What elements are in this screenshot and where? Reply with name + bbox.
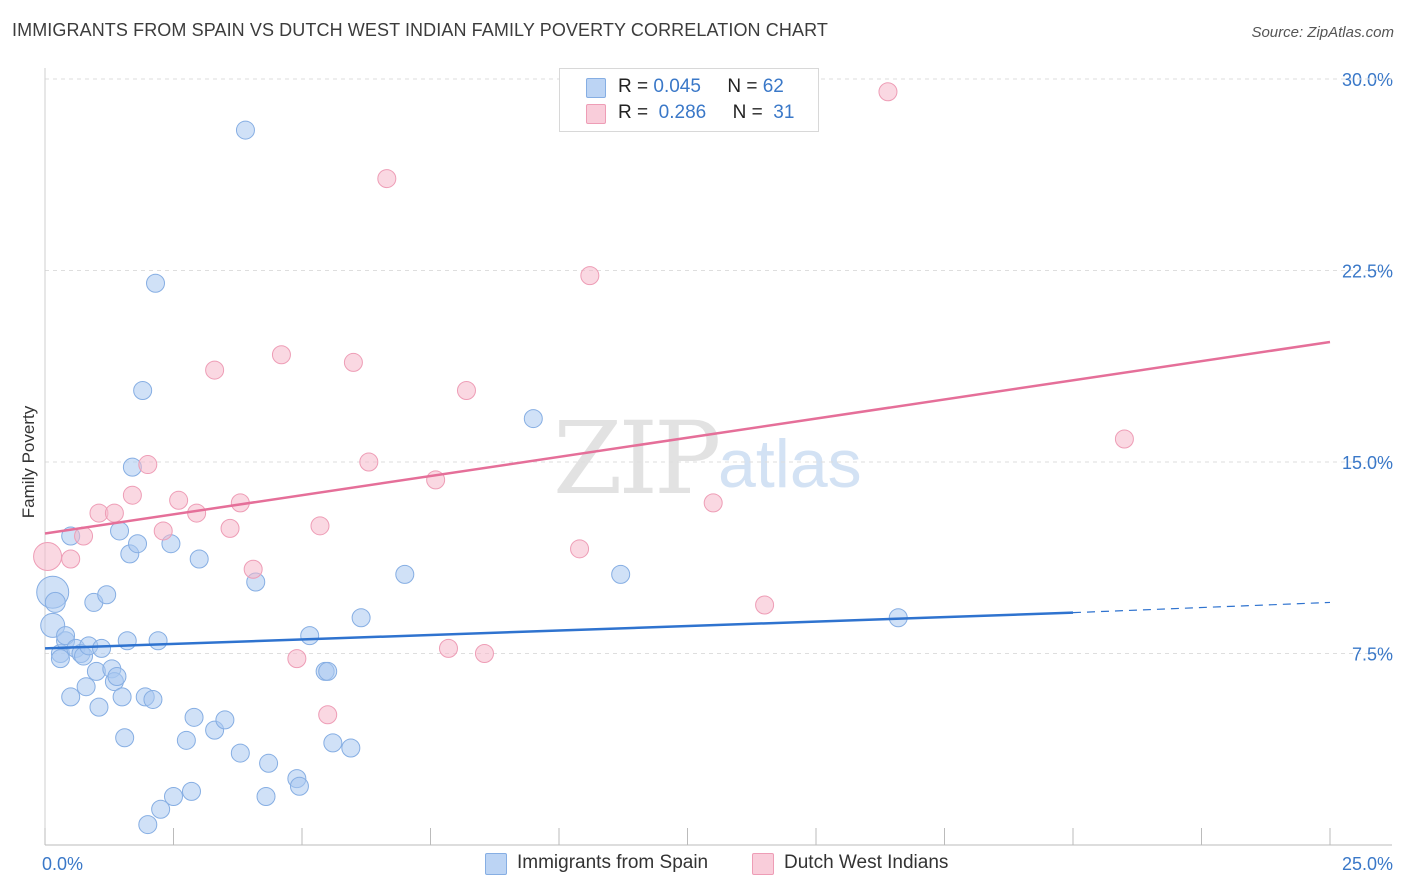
spain-point — [176, 730, 196, 750]
spain-point — [89, 697, 109, 717]
bottom-legend-swatch-dutch — [752, 853, 774, 875]
spain-point — [341, 738, 361, 758]
dutch-point — [1114, 429, 1134, 449]
dutch-point — [318, 705, 338, 725]
legend-r-value: 0.045 — [653, 76, 701, 97]
spain-point — [351, 608, 371, 628]
legend-stats-spain: R = 0.045 N = 62 — [618, 76, 784, 98]
dutch-point — [220, 518, 240, 538]
spain-point — [164, 786, 183, 806]
spain-point — [50, 649, 70, 669]
watermark-zip: ZIP — [553, 400, 721, 517]
legend-swatch-spain — [586, 78, 606, 98]
dutch-point — [377, 169, 397, 189]
spain-point — [189, 549, 209, 569]
dutch-point — [61, 549, 81, 569]
dutch-point — [570, 539, 590, 559]
dutch-point — [205, 360, 225, 380]
spain-point — [76, 677, 96, 697]
dutch-point — [271, 345, 291, 365]
dutch-point — [703, 493, 723, 513]
spain-point — [259, 753, 279, 773]
dutch-point — [122, 485, 142, 505]
spain-point — [230, 743, 250, 763]
y-tick-label: 22.5% — [1342, 262, 1393, 282]
spain-point — [323, 733, 343, 753]
dutch-point — [755, 595, 775, 615]
spain-point — [184, 707, 204, 727]
spain-point — [117, 631, 137, 651]
y-tick-label: 30.0% — [1342, 70, 1393, 90]
spain-point — [128, 534, 148, 554]
legend-n-label: N = — [732, 102, 763, 123]
dutch-point — [474, 644, 494, 663]
legend-stats-dutch: R = 0.286 N = 31 — [618, 102, 794, 124]
spain-point — [235, 120, 255, 140]
spain-point — [148, 631, 168, 651]
chart-title: IMMIGRANTS FROM SPAIN VS DUTCH WEST INDI… — [12, 20, 828, 40]
legend-n-value: 31 — [773, 102, 795, 123]
spain-point — [110, 521, 130, 541]
spain-point — [112, 687, 132, 707]
y-axis-label: Family Poverty — [19, 405, 38, 518]
spain-point — [523, 409, 543, 429]
dutch-point — [33, 541, 63, 571]
spain-point — [146, 273, 166, 293]
x-tick-label: 0.0% — [42, 854, 83, 874]
legend-r-label: R = — [618, 76, 649, 97]
spain-point — [395, 564, 415, 584]
dutch-point — [104, 503, 124, 523]
x-tick-label: 25.0% — [1342, 854, 1393, 874]
dutch-point — [169, 490, 189, 510]
dutch-trend-line — [44, 340, 1331, 535]
spain-trend-line — [44, 611, 1074, 650]
spain-point — [300, 626, 320, 646]
y-tick-label: 7.5% — [1352, 645, 1393, 665]
spain-point — [143, 689, 163, 709]
spain-point — [133, 381, 153, 401]
dutch-point — [359, 452, 379, 472]
bottom-legend-label-dutch: Dutch West Indians — [784, 852, 949, 873]
source-credit: Source: ZipAtlas.com — [1251, 24, 1394, 41]
y-tick-label: 15.0% — [1342, 453, 1393, 473]
bottom-legend-label-spain: Immigrants from Spain — [517, 852, 709, 873]
dutch-point — [343, 352, 363, 372]
spain-point — [256, 786, 276, 806]
legend-r-label: R = — [618, 102, 649, 123]
spain-point — [56, 626, 76, 646]
spain-point — [215, 710, 235, 730]
dutch-point — [878, 82, 898, 102]
stats-legend: R = 0.045 N = 62 R = 0.286 N = 31 — [559, 68, 819, 132]
legend-swatch-dutch — [586, 104, 606, 124]
legend-r-value: 0.286 — [658, 102, 707, 123]
dutch-point — [287, 649, 307, 669]
spain-point — [92, 638, 112, 658]
spain-point — [611, 564, 631, 584]
legend-n-label: N = — [727, 76, 758, 97]
dutch-point — [138, 455, 158, 475]
bottom-legend-swatch-spain — [485, 853, 507, 875]
spain-point — [318, 661, 338, 681]
watermark-atlas: atlas — [718, 426, 862, 502]
spain-point — [289, 776, 309, 796]
spain-point — [61, 687, 81, 707]
dutch-point — [438, 638, 458, 658]
dutch-point — [310, 516, 330, 536]
spain-point — [151, 799, 171, 819]
spain-point — [107, 666, 127, 686]
dutch-point — [580, 266, 600, 286]
spain-trend-extension — [1072, 601, 1331, 614]
dutch-point — [456, 381, 476, 401]
spain-point — [138, 815, 158, 835]
spain-point — [44, 591, 66, 613]
spain-point — [115, 728, 135, 748]
spain-point — [181, 781, 201, 801]
dutch-point — [243, 559, 263, 579]
legend-n-value: 62 — [762, 76, 784, 97]
dutch-point — [153, 521, 173, 541]
spain-point — [97, 585, 117, 605]
